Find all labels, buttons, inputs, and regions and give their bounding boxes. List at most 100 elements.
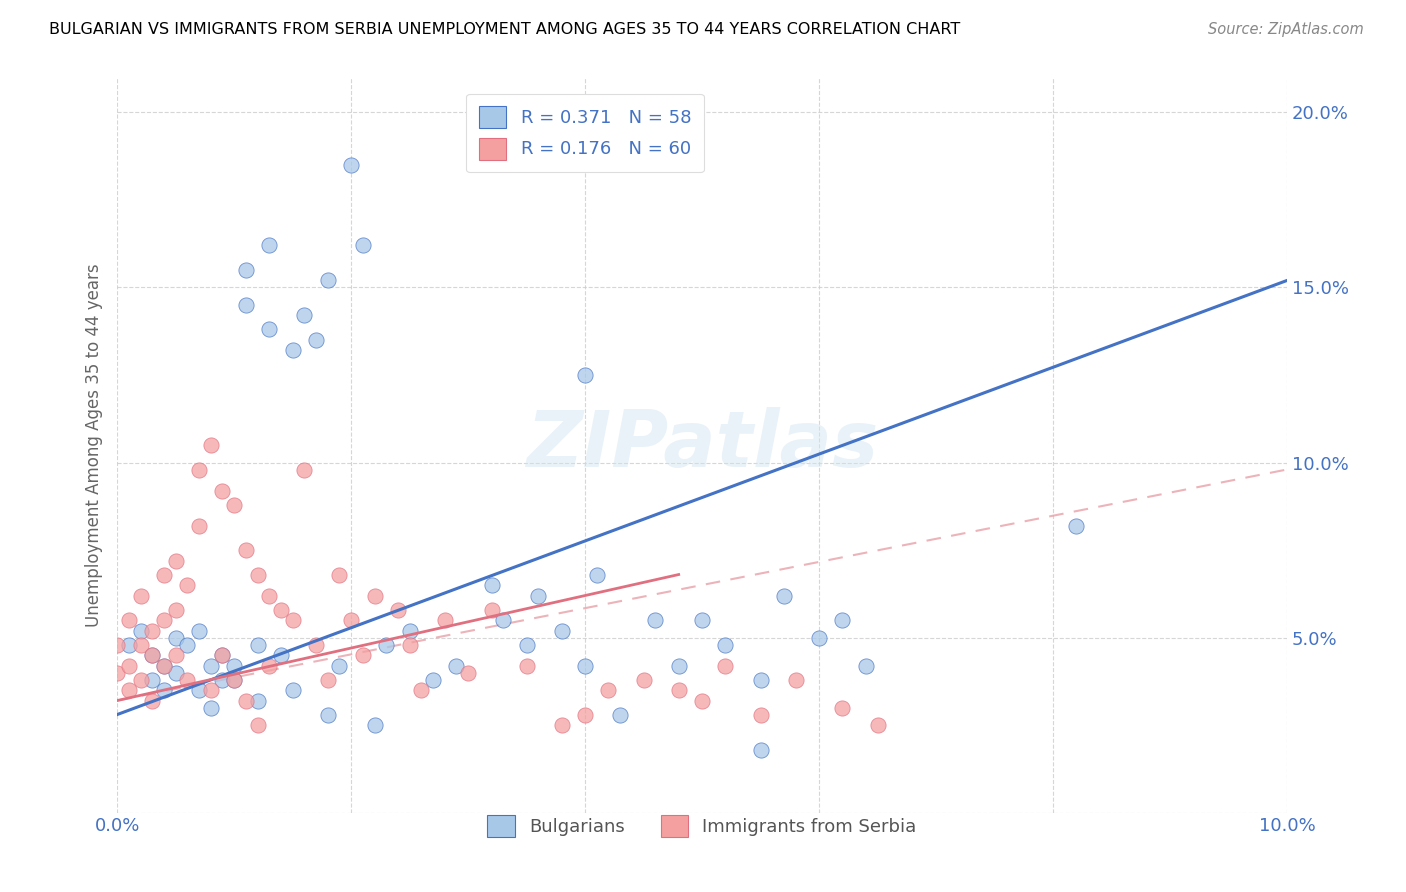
- Point: [153, 658, 176, 673]
- Point: [398, 638, 420, 652]
- Point: [574, 368, 596, 382]
- Point: [305, 638, 328, 652]
- Point: [141, 673, 163, 687]
- Point: [574, 658, 596, 673]
- Point: [340, 158, 363, 172]
- Point: [176, 638, 198, 652]
- Point: [270, 602, 292, 616]
- Point: [831, 700, 853, 714]
- Point: [153, 683, 176, 698]
- Point: [690, 613, 713, 627]
- Point: [188, 518, 211, 533]
- Point: [749, 707, 772, 722]
- Point: [259, 658, 281, 673]
- Point: [633, 673, 655, 687]
- Legend: Bulgarians, Immigrants from Serbia: Bulgarians, Immigrants from Serbia: [481, 807, 924, 844]
- Point: [714, 658, 737, 673]
- Point: [598, 683, 620, 698]
- Point: [516, 658, 538, 673]
- Point: [200, 700, 222, 714]
- Point: [305, 333, 328, 347]
- Point: [211, 673, 233, 687]
- Point: [446, 658, 468, 673]
- Point: [211, 483, 233, 498]
- Point: [165, 665, 187, 680]
- Point: [188, 624, 211, 638]
- Point: [259, 322, 281, 336]
- Point: [246, 718, 269, 732]
- Point: [551, 624, 574, 638]
- Point: [224, 658, 246, 673]
- Point: [551, 718, 574, 732]
- Point: [457, 665, 479, 680]
- Point: [188, 462, 211, 476]
- Point: [585, 567, 607, 582]
- Point: [363, 718, 385, 732]
- Point: [785, 673, 807, 687]
- Point: [866, 718, 889, 732]
- Point: [855, 658, 877, 673]
- Point: [165, 648, 187, 662]
- Point: [316, 273, 339, 287]
- Point: [340, 613, 363, 627]
- Point: [644, 613, 666, 627]
- Point: [808, 631, 831, 645]
- Point: [176, 673, 198, 687]
- Point: [292, 309, 315, 323]
- Point: [224, 498, 246, 512]
- Point: [224, 673, 246, 687]
- Point: [165, 553, 187, 567]
- Point: [259, 589, 281, 603]
- Point: [352, 238, 374, 252]
- Point: [235, 263, 257, 277]
- Point: [235, 298, 257, 312]
- Point: [246, 693, 269, 707]
- Point: [375, 638, 398, 652]
- Point: [398, 624, 420, 638]
- Text: BULGARIAN VS IMMIGRANTS FROM SERBIA UNEMPLOYMENT AMONG AGES 35 TO 44 YEARS CORRE: BULGARIAN VS IMMIGRANTS FROM SERBIA UNEM…: [49, 22, 960, 37]
- Point: [270, 648, 292, 662]
- Point: [200, 683, 222, 698]
- Point: [211, 648, 233, 662]
- Point: [281, 683, 304, 698]
- Point: [129, 589, 152, 603]
- Point: [281, 343, 304, 358]
- Point: [492, 613, 515, 627]
- Point: [176, 578, 198, 592]
- Point: [153, 567, 176, 582]
- Point: [211, 648, 233, 662]
- Point: [516, 638, 538, 652]
- Point: [153, 613, 176, 627]
- Point: [235, 543, 257, 558]
- Point: [141, 648, 163, 662]
- Point: [141, 648, 163, 662]
- Point: [200, 658, 222, 673]
- Point: [714, 638, 737, 652]
- Point: [129, 624, 152, 638]
- Point: [118, 613, 141, 627]
- Point: [433, 613, 456, 627]
- Point: [609, 707, 631, 722]
- Point: [481, 578, 503, 592]
- Point: [352, 648, 374, 662]
- Text: Source: ZipAtlas.com: Source: ZipAtlas.com: [1208, 22, 1364, 37]
- Point: [328, 567, 350, 582]
- Point: [118, 638, 141, 652]
- Point: [281, 613, 304, 627]
- Text: ZIPatlas: ZIPatlas: [526, 407, 879, 483]
- Point: [749, 673, 772, 687]
- Point: [363, 589, 385, 603]
- Point: [118, 658, 141, 673]
- Point: [246, 567, 269, 582]
- Point: [118, 683, 141, 698]
- Point: [141, 693, 163, 707]
- Point: [246, 638, 269, 652]
- Point: [105, 665, 128, 680]
- Point: [105, 638, 128, 652]
- Point: [153, 658, 176, 673]
- Point: [481, 602, 503, 616]
- Point: [527, 589, 550, 603]
- Point: [411, 683, 433, 698]
- Point: [831, 613, 853, 627]
- Point: [259, 238, 281, 252]
